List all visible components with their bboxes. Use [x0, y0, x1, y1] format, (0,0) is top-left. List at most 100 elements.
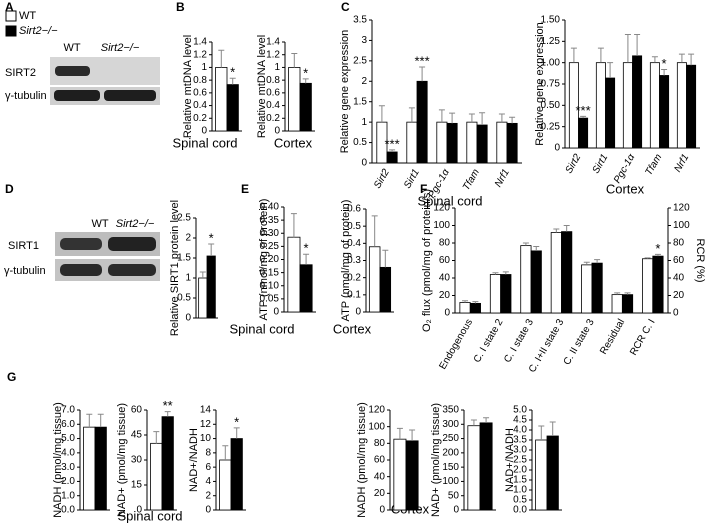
y-tick-label: 200 — [442, 447, 459, 458]
y-tick-label: 0 — [444, 308, 450, 319]
error-bar — [378, 105, 385, 123]
bar — [406, 121, 418, 164]
bar — [393, 438, 407, 511]
x-tick-label: C. II state 3 — [562, 317, 597, 367]
bar — [94, 426, 107, 511]
error-bar — [492, 272, 499, 275]
y-tick-label: 4 — [205, 476, 211, 487]
bar — [561, 231, 573, 314]
error-bar — [97, 413, 104, 428]
legend-swatch — [5, 10, 17, 22]
blot-band — [108, 237, 156, 251]
blot-band — [108, 264, 156, 276]
y-tick-label: 0.4 — [193, 100, 207, 111]
error-bar — [290, 213, 297, 238]
y-tick-label: 1.0 — [61, 490, 75, 501]
y-tick-label: 0.50 — [541, 100, 561, 111]
y-tick-label: 0 — [379, 505, 385, 516]
bar — [535, 439, 548, 511]
y-tick-label: 1 — [201, 62, 207, 73]
bar — [595, 62, 606, 149]
row-label: γ-tubulin — [4, 265, 46, 277]
error-bar — [86, 413, 93, 428]
error-bar — [661, 68, 668, 76]
bar — [206, 255, 216, 319]
error-bar — [419, 66, 426, 82]
panel-label: F — [420, 182, 427, 196]
y-tick-label: 14 — [200, 405, 212, 416]
y-tick-label: 0.3 — [347, 255, 361, 266]
bar — [479, 422, 493, 511]
y-tick-label: 100 — [368, 421, 385, 432]
y-tick-label: 1.5 — [353, 96, 367, 107]
error-bar — [583, 261, 590, 265]
y-tick-label: 1.4 — [193, 37, 207, 48]
bar — [436, 121, 448, 164]
panel-label: C — [341, 0, 350, 14]
error-bar — [479, 112, 486, 126]
blot-band — [54, 90, 100, 101]
error-bar — [509, 116, 516, 124]
error-bar — [468, 113, 475, 123]
y2-tick-label: 80 — [673, 238, 685, 249]
y-tick-label: 0 — [185, 313, 191, 324]
bar — [83, 426, 96, 511]
y-tick-label: 0.0 — [61, 505, 75, 516]
significance-label: * — [662, 56, 667, 71]
bar — [686, 64, 697, 149]
panel-label: A — [5, 0, 14, 14]
bar — [226, 84, 239, 132]
y-tick-label: 2.5 — [177, 213, 191, 224]
y-tick-label: 0 — [201, 126, 207, 137]
bar — [405, 440, 419, 511]
y-tick-label: 0.1 — [347, 289, 361, 300]
lane-label: WT — [91, 218, 108, 230]
lane-label: Sirt2−/− — [101, 42, 140, 54]
y-tick-label: 1.50 — [541, 15, 561, 26]
y-tick-label: 30 — [131, 455, 143, 466]
bar — [550, 232, 562, 314]
y-tick-label: 0.4 — [266, 100, 280, 111]
error-bar — [624, 34, 631, 63]
y-tick-label: 0.6 — [266, 87, 280, 98]
y-tick-label: 150 — [442, 462, 459, 473]
bar — [476, 124, 488, 164]
y-tick-label: 7.0 — [61, 405, 75, 416]
y-tick-label: 120 — [433, 203, 450, 214]
x-tick-label: Sirt1 — [591, 152, 611, 175]
error-bar — [222, 445, 229, 460]
significance-label: * — [304, 241, 309, 256]
significance-label: * — [230, 65, 235, 80]
error-bar — [470, 419, 477, 426]
bar — [299, 82, 312, 132]
error-bar — [498, 113, 505, 123]
error-bar — [644, 257, 651, 259]
error-bar — [688, 53, 695, 66]
y-tick-label: 300 — [442, 419, 459, 430]
y-tick-label: 5.0 — [61, 433, 75, 444]
x-axis-label: Spinal cord — [172, 135, 237, 150]
y-tick-label: 0.25 — [541, 121, 561, 132]
blot-band — [60, 264, 102, 276]
significance-label: * — [234, 414, 239, 429]
y-tick-label: 2.0 — [61, 476, 75, 487]
x-tick-label: Tfam — [643, 152, 664, 177]
x-tick-label: Nrf1 — [672, 152, 691, 174]
y-tick-label: 8 — [205, 447, 211, 458]
panel-label: D — [5, 182, 14, 196]
y-tick-label: 2.5 — [353, 55, 367, 66]
y-tick-label: 6.0 — [61, 419, 75, 430]
legend-label: Sirt2−/− — [19, 25, 58, 37]
y-tick-label: 0.2 — [193, 113, 207, 124]
x-tick-label: Tfam — [461, 167, 482, 192]
bar — [605, 77, 616, 149]
y-tick-label: 0.6 — [193, 87, 207, 98]
bar — [467, 425, 481, 511]
error-bar — [208, 243, 215, 256]
x-tick-label: RCR C. I — [628, 317, 658, 357]
significance-label: *** — [575, 103, 590, 118]
error-bar — [549, 421, 556, 436]
bar — [219, 459, 232, 511]
y-tick-label: 60 — [439, 255, 451, 266]
error-bar — [408, 107, 415, 123]
